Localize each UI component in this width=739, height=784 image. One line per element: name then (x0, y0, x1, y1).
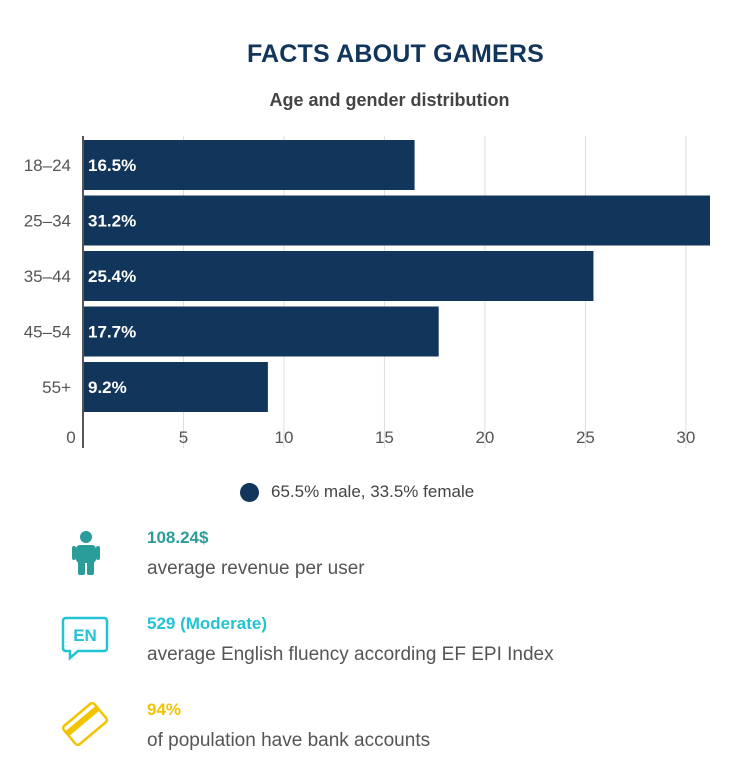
bar[interactable] (84, 140, 415, 190)
person-icon (72, 531, 100, 575)
fact-description: average revenue per user (147, 558, 365, 579)
bar-value-label: 25.4% (88, 267, 136, 286)
legend-marker (240, 482, 259, 502)
bar-value-label: 9.2% (88, 378, 127, 397)
x-tick-label: 25 (576, 428, 595, 447)
credit-card-icon (61, 701, 109, 747)
x-tick-label: 15 (375, 428, 394, 447)
y-tick-label: 18–24 (24, 156, 71, 175)
legend-label: 65.5% male, 33.5% female (271, 482, 475, 501)
svg-text:EN: EN (73, 626, 97, 645)
x-tick-label: 10 (275, 428, 294, 447)
fact-value: 108.24$ (147, 528, 209, 547)
fact-bank-accounts: 94% of population have bank accounts (0, 700, 739, 770)
fact-description: average English fluency according EF EPI… (147, 644, 554, 665)
y-tick-label: 25–34 (24, 212, 71, 231)
fact-description: of population have bank accounts (147, 730, 431, 751)
chart-legend[interactable]: 65.5% male, 33.5% female (240, 482, 474, 502)
bar-value-label: 31.2% (88, 212, 136, 231)
fact-english: EN 529 (Moderate) average English fluenc… (0, 614, 739, 684)
fact-value: 529 (Moderate) (147, 614, 267, 633)
age-distribution-chart: 16.5% 31.2% 25.4% 17.7% 9.2% 18–24 25–34 35–44… (24, 136, 710, 448)
x-tick-label: 0 (66, 428, 75, 447)
y-tick-label: 35–44 (24, 267, 71, 286)
bar-value-label: 17.7% (88, 323, 136, 342)
chart-subtitle: Age and gender distribution (269, 90, 510, 110)
chart-title: FACTS ABOUT GAMERS (246, 40, 545, 68)
y-tick-label: 45–54 (24, 323, 71, 342)
x-tick-label: 5 (179, 428, 188, 447)
fact-value: 94% (147, 700, 182, 719)
language-en-icon: EN (61, 616, 109, 661)
bar[interactable] (84, 251, 594, 301)
bar-value-label: 16.5% (88, 156, 136, 175)
x-tick-label: 20 (475, 428, 494, 447)
bar[interactable] (84, 195, 710, 246)
y-tick-label: 55+ (42, 378, 71, 397)
x-tick-label: 30 (676, 428, 695, 447)
bar[interactable] (84, 362, 268, 412)
bar[interactable] (84, 306, 439, 357)
fact-revenue: 108.24$ average revenue per user (0, 528, 739, 598)
